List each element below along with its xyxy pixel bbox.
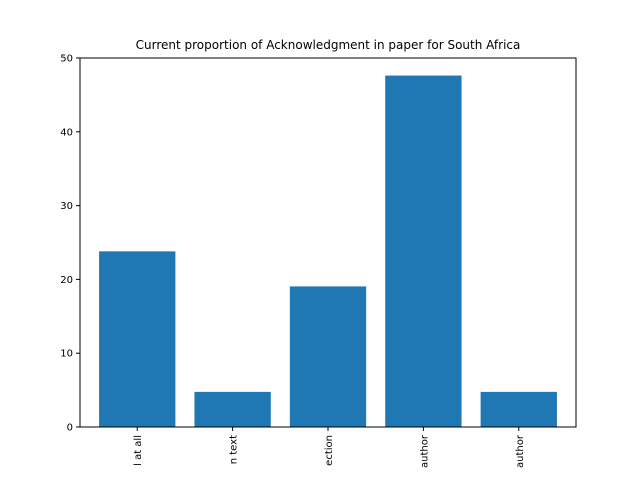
y-tick-label-2: 20 (60, 275, 73, 286)
y-axis: 0 10 20 30 40 50 (60, 54, 80, 434)
x-tick-label-3: author (419, 434, 430, 468)
y-tick-label-1: 10 (60, 349, 73, 360)
x-tick-label-2: ection (324, 435, 335, 466)
x-tick-label-0: l at all (133, 435, 144, 466)
x-tick-label-1: n text (229, 435, 240, 464)
bar-0 (99, 251, 176, 427)
bar-4 (480, 391, 557, 427)
plot-frame (79, 57, 577, 428)
bars-group (99, 75, 557, 427)
bar-1 (194, 391, 271, 427)
y-tick-label-3: 30 (60, 201, 73, 212)
y-tick-label-4: 40 (60, 127, 73, 138)
y-tick-label-0: 0 (67, 423, 73, 434)
y-tick-label-5: 50 (60, 54, 73, 65)
bar-2 (289, 286, 367, 427)
x-axis: l at all n text ection author author (133, 427, 526, 468)
x-tick-label-4: author (515, 434, 526, 468)
bar-3 (385, 75, 462, 427)
chart-title: Current proportion of Acknowledgment in … (136, 38, 521, 52)
